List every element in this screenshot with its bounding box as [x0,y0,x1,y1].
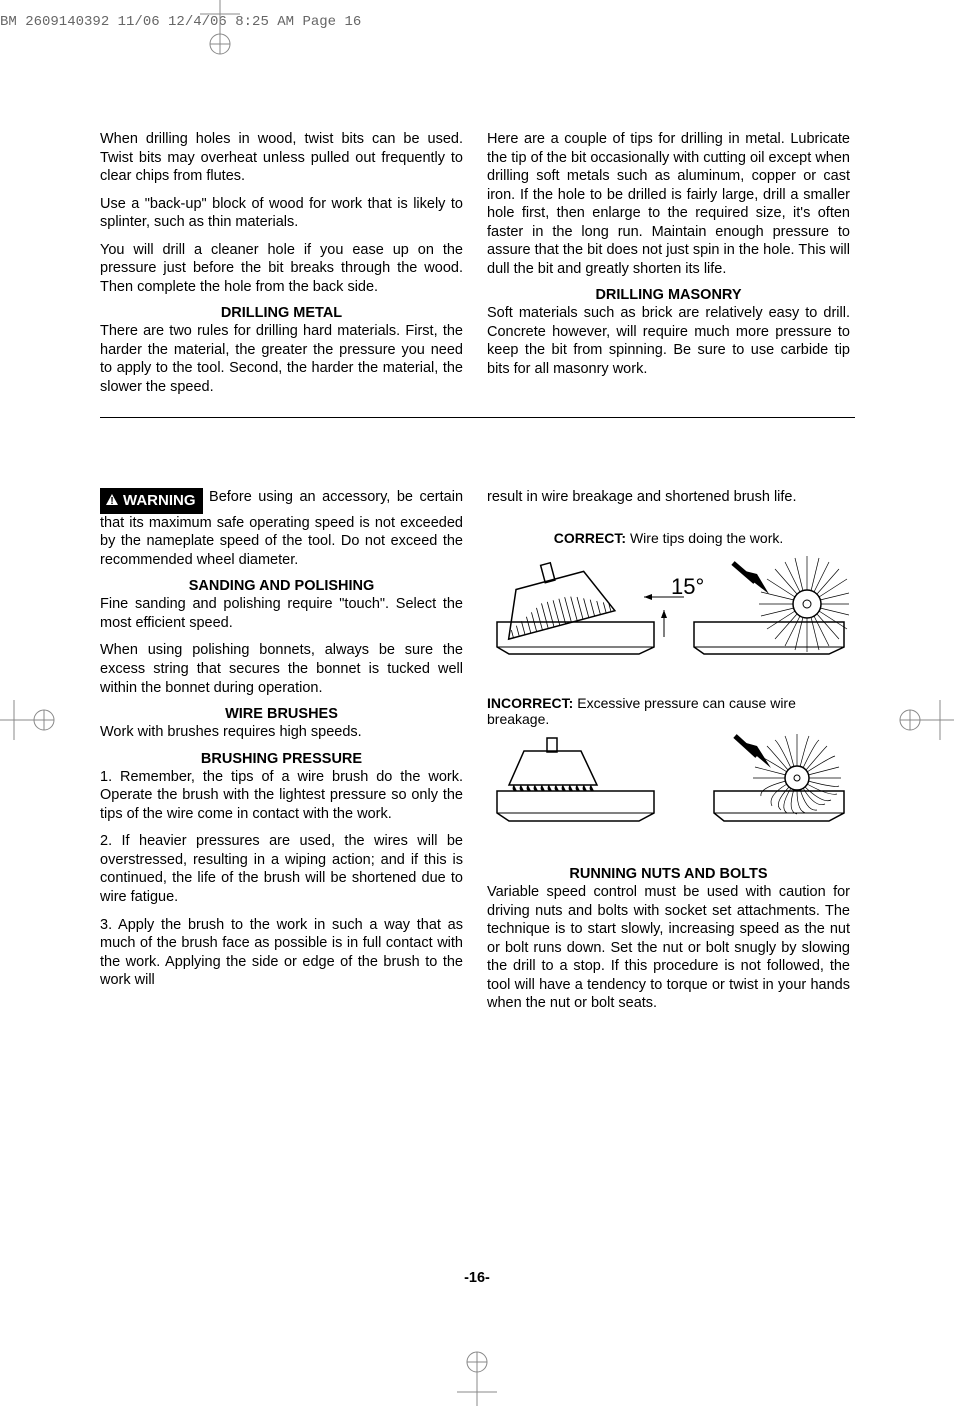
diagram-caption-incorrect: INCORRECT: Excessive pressure can cause … [487,695,850,727]
body-text: There are two rules for drilling hard ma… [100,322,463,396]
section-heading: WIRE BRUSHES [100,706,463,722]
crop-mark-right [899,700,954,740]
body-text: You will drill a cleaner hole if you eas… [100,241,463,297]
body-text: Use a "back-up" block of wood for work t… [100,195,463,232]
body-text: When drilling holes in wood, twist bits … [100,130,463,186]
section-heading: BRUSHING PRESSURE [100,751,463,767]
warning-label: WARNING [123,492,196,509]
crop-mark-bottom [457,1351,497,1406]
diagram-correct: 15° [487,552,850,667]
warning-badge: ! WARNING [100,488,203,514]
body-text: Work with brushes requires high speeds. [100,723,463,742]
crop-mark-top [200,0,240,55]
body-text: When using polishing bonnets, always be … [100,641,463,697]
section-heading: SANDING AND POLISHING [100,578,463,594]
crop-mark-left [0,700,55,740]
page-number: -16- [0,1270,954,1286]
caption-bold: CORRECT: [554,530,626,546]
body-text: 1. Remember, the tips of a wire brush do… [100,768,463,824]
section-heading: DRILLING METAL [100,305,463,321]
body-text: Variable speed control must be used with… [487,883,850,1013]
angle-label: 15° [671,574,704,599]
body-text: 3. Apply the brush to the work in such a… [100,916,463,990]
warning-paragraph: !WARNING Before using an accessory, be c… [100,488,463,570]
body-text: result in wire breakage and shortened br… [487,488,850,507]
section-divider [100,417,855,418]
body-text: 2. If heavier pressures are used, the wi… [100,832,463,906]
caption-bold: INCORRECT: [487,695,573,711]
print-header: BM 2609140392 11/06 12/4/06 8:25 AM Page… [0,14,361,30]
body-text: Fine sanding and polishing require "touc… [100,595,463,632]
caption-text: Wire tips doing the work. [626,530,783,546]
section-heading: RUNNING NUTS AND BOLTS [487,866,850,882]
body-text: Soft materials such as brick are relativ… [487,304,850,378]
section-heading: DRILLING MASONRY [487,287,850,303]
warning-triangle-icon: ! [105,492,119,511]
body-text: Here are a couple of tips for drilling i… [487,130,850,278]
svg-text:!: ! [110,496,113,506]
diagram-incorrect [487,733,850,838]
diagram-caption-correct: CORRECT: Wire tips doing the work. [487,530,850,546]
